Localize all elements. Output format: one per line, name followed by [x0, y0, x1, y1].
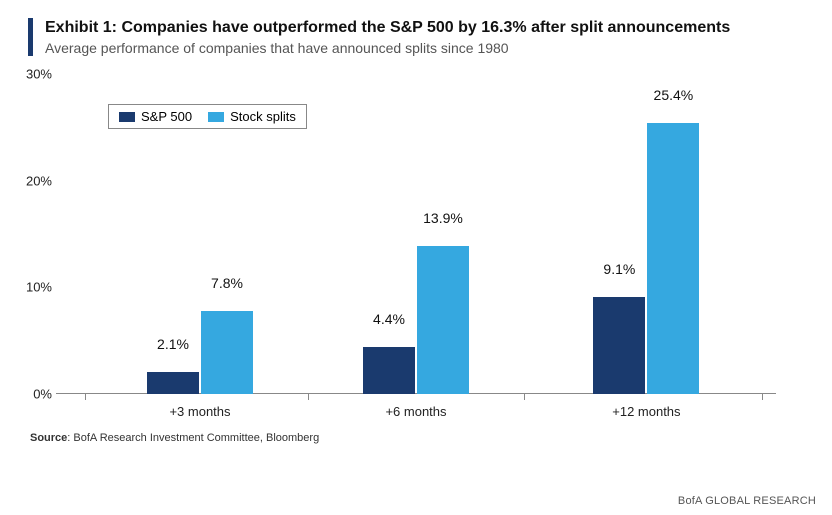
legend-label: S&P 500: [141, 109, 192, 124]
bar: [147, 372, 199, 394]
legend-item: Stock splits: [208, 109, 296, 124]
title-block: Exhibit 1: Companies have outperformed t…: [28, 18, 804, 56]
bar-value-label: 4.4%: [373, 311, 405, 327]
attribution: BofA GLOBAL RESEARCH: [678, 495, 816, 507]
bar: [647, 123, 699, 394]
x-tick-mark: [85, 394, 86, 400]
bar: [363, 347, 415, 394]
bar-value-label: 13.9%: [423, 210, 463, 226]
x-tick-mark: [524, 394, 525, 400]
x-tick-mark: [762, 394, 763, 400]
bar: [593, 297, 645, 394]
x-category-label: +6 months: [385, 404, 446, 419]
y-tick-label: 0%: [16, 387, 52, 402]
bar: [417, 246, 469, 394]
legend: S&P 500 Stock splits: [108, 104, 307, 129]
bar-value-label: 7.8%: [211, 275, 243, 291]
exhibit-title: Exhibit 1: Companies have outperformed t…: [45, 18, 804, 38]
source-line: Source: BofA Research Investment Committ…: [30, 432, 804, 444]
y-tick-label: 10%: [16, 280, 52, 295]
x-category-label: +12 months: [612, 404, 680, 419]
x-tick-mark: [308, 394, 309, 400]
x-category-label: +3 months: [169, 404, 230, 419]
y-tick-label: 20%: [16, 173, 52, 188]
legend-item: S&P 500: [119, 109, 192, 124]
exhibit-subtitle: Average performance of companies that ha…: [45, 40, 804, 56]
legend-label: Stock splits: [230, 109, 296, 124]
bar-value-label: 25.4%: [654, 87, 694, 103]
bar-chart: 0%10%20%30%S&P 500Stock splits+3 months2…: [56, 74, 776, 394]
bar: [201, 311, 253, 394]
y-tick-label: 30%: [16, 67, 52, 82]
legend-swatch: [119, 112, 135, 122]
bar-value-label: 2.1%: [157, 336, 189, 352]
legend-swatch: [208, 112, 224, 122]
source-text: : BofA Research Investment Committee, Bl…: [67, 432, 319, 444]
bar-value-label: 9.1%: [603, 261, 635, 277]
source-label: Source: [30, 432, 67, 444]
